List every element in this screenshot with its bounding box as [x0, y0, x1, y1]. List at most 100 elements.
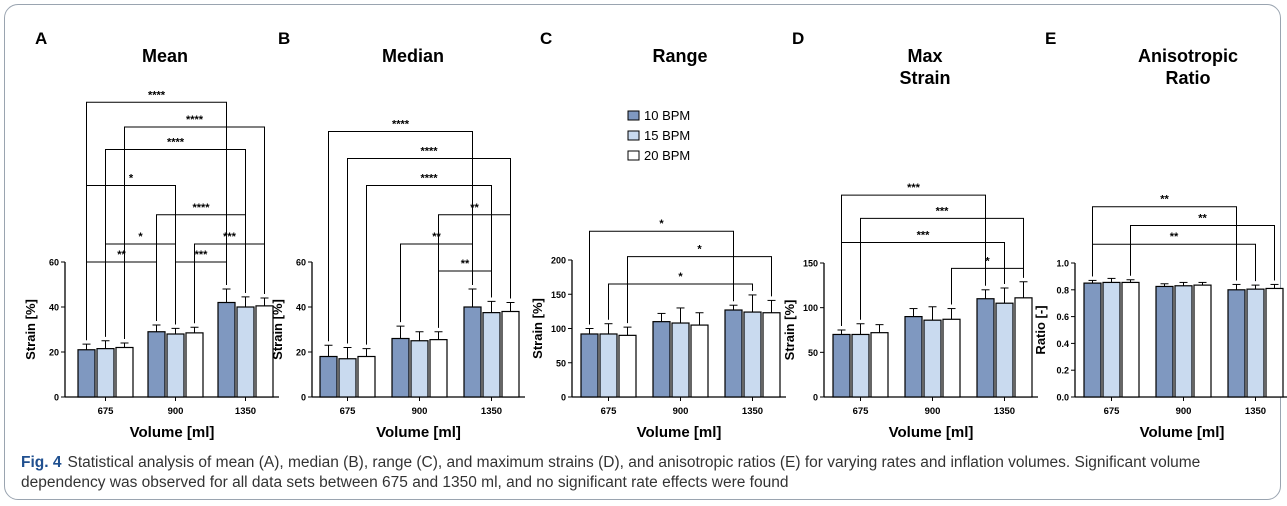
significance-bracket	[1092, 243, 1256, 282]
bar	[904, 316, 923, 398]
bar	[580, 333, 599, 398]
x-tick-label: 675	[853, 406, 870, 417]
y-tick-label: 200	[551, 256, 566, 266]
x-tick-label: 1350	[235, 406, 256, 417]
y-tick-label: 0.2	[1056, 366, 1069, 376]
significance-label: *	[138, 231, 143, 243]
x-tick-label: 1350	[1245, 406, 1266, 417]
panel-title: Mean	[142, 46, 188, 66]
significance-label: *	[697, 244, 702, 256]
bar	[1227, 289, 1246, 398]
bar	[762, 312, 781, 398]
panel-title: Ratio	[1166, 68, 1211, 88]
bar	[832, 333, 851, 398]
y-axis-label: Strain [%]	[782, 300, 797, 361]
legend-label: 15 BPM	[644, 128, 690, 143]
bar	[217, 301, 236, 398]
significance-label: ****	[420, 173, 438, 185]
y-tick-label: 0.0	[1056, 393, 1069, 403]
bar	[147, 331, 166, 398]
x-axis-label: Volume [ml]	[889, 424, 974, 441]
bar	[429, 339, 448, 398]
bar	[115, 346, 134, 398]
significance-label: ***	[195, 249, 209, 261]
y-tick-label: 40	[296, 303, 306, 313]
significance-bracket	[328, 131, 473, 342]
significance-label: *	[129, 173, 134, 185]
bar	[96, 348, 115, 398]
x-tick-label: 900	[412, 406, 428, 417]
bar	[338, 358, 357, 398]
y-tick-label: 0	[561, 393, 566, 403]
y-axis-label: Strain [%]	[270, 299, 285, 360]
bar	[652, 321, 671, 398]
y-axis-label: Strain [%]	[23, 299, 38, 360]
significance-label: ***	[907, 182, 921, 194]
y-axis-label: Ratio [-]	[1033, 305, 1048, 354]
legend-label: 10 BPM	[644, 108, 690, 123]
bar	[724, 309, 743, 398]
significance-label: **	[1198, 212, 1207, 224]
significance-bracket	[627, 256, 772, 324]
bar	[463, 306, 482, 398]
significance-bracket	[124, 126, 265, 339]
bar	[391, 337, 410, 398]
caption-text: Statistical analysis of mean (A), median…	[21, 454, 1201, 491]
significance-label: ****	[167, 137, 185, 149]
caption-label: Fig. 4	[21, 454, 62, 471]
y-tick-label: 60	[49, 258, 59, 268]
panel-letter: C	[540, 29, 552, 48]
bar	[1193, 284, 1212, 398]
significance-label: ****	[148, 89, 166, 101]
bar	[995, 302, 1014, 398]
x-tick-label: 1350	[742, 406, 763, 417]
significance-bracket	[400, 243, 473, 323]
significance-bracket	[860, 217, 1024, 320]
panel-letter: D	[792, 29, 804, 48]
x-tick-label: 900	[925, 406, 941, 417]
y-tick-label: 0.4	[1056, 339, 1069, 349]
significance-bracket	[105, 149, 246, 337]
bar	[1174, 285, 1193, 398]
y-tick-label: 20	[49, 348, 59, 358]
significance-bracket	[86, 261, 157, 341]
x-tick-label: 900	[673, 406, 689, 417]
bar	[410, 340, 429, 398]
x-tick-label: 900	[1176, 406, 1192, 417]
x-tick-label: 675	[98, 406, 115, 417]
bar	[1265, 287, 1284, 398]
significance-label: ***	[936, 205, 950, 217]
significance-label: **	[432, 231, 441, 243]
bar	[690, 324, 709, 398]
significance-bracket	[105, 243, 176, 337]
x-tick-label: 900	[168, 406, 184, 417]
significance-bracket	[347, 158, 511, 344]
bar	[482, 312, 501, 398]
y-tick-label: 0.6	[1056, 312, 1069, 322]
significance-label: **	[461, 258, 470, 270]
significance-bracket	[86, 185, 176, 341]
significance-bracket	[1130, 224, 1275, 281]
bar	[1155, 285, 1174, 398]
panel-title: Median	[382, 46, 444, 66]
legend-label: 20 BPM	[644, 148, 690, 163]
significance-label: **	[1170, 231, 1179, 243]
legend: 10 BPM 15 BPM 20 BPM	[627, 108, 690, 163]
significance-bracket	[1092, 206, 1237, 281]
figure-caption: Fig. 4 Statistical analysis of mean (A), …	[21, 453, 1271, 493]
significance-label: ***	[917, 229, 931, 241]
bar	[1102, 281, 1121, 398]
y-tick-label: 0	[301, 393, 306, 403]
bar	[501, 310, 520, 398]
bar	[1121, 281, 1140, 398]
significance-bracket	[366, 185, 492, 345]
bar	[166, 333, 185, 398]
y-tick-label: 150	[803, 259, 818, 269]
significance-bracket	[841, 194, 986, 326]
bar	[319, 355, 338, 398]
significance-label: ****	[186, 114, 204, 126]
bar	[185, 332, 204, 398]
